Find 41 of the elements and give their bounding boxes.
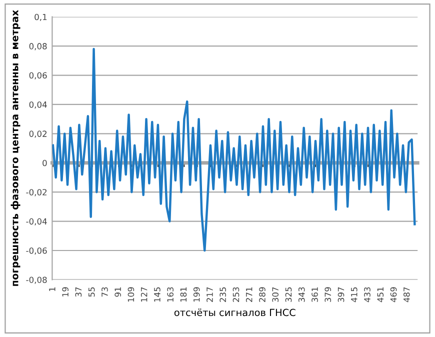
y-tick-label: 0,1: [34, 14, 47, 21]
x-tick-label: 91: [114, 287, 121, 297]
y-tick-label: -0,02: [26, 189, 47, 196]
x-tick-label: 397: [338, 287, 344, 302]
x-tick-label: 253: [232, 287, 240, 302]
x-tick-label: 73: [102, 287, 108, 297]
x-tick-label: 127: [140, 287, 148, 302]
x-tick-label: 37: [75, 287, 82, 297]
y-tick-label: -0,06: [26, 247, 47, 255]
x-tick-label: 1: [49, 287, 56, 292]
x-tick-label: 19: [62, 287, 68, 296]
x-tick-label: 199: [193, 287, 200, 302]
y-tick-label: 0: [42, 160, 47, 166]
y-tick-label: 0,08: [29, 43, 47, 50]
x-tick-label: 271: [246, 287, 252, 302]
x-tick-label: 451: [377, 287, 384, 302]
x-axis-title: отсчёты сигналов ГНСС: [174, 308, 296, 316]
x-tick-label: 415: [351, 287, 358, 302]
x-tick-label: 289: [259, 287, 266, 302]
y-tick-label: 0,06: [29, 72, 47, 80]
y-tick-label: -0,04: [26, 218, 47, 226]
x-tick-label: 181: [180, 287, 187, 302]
x-tick-label: 469: [390, 287, 397, 302]
x-tick-label: 55: [88, 287, 95, 297]
x-tick-label: 109: [128, 287, 134, 302]
x-tick-label: 163: [167, 287, 174, 302]
x-tick-label: 145: [154, 287, 160, 302]
x-tick-label: 361: [312, 287, 318, 302]
y-tick-label: 0,02: [29, 130, 47, 138]
x-tick-label: 217: [206, 287, 213, 302]
x-tick-label: 235: [220, 287, 226, 302]
y-tick-label: 0,04: [29, 101, 47, 109]
x-tick-label: 379: [324, 287, 332, 302]
x-tick-label: 343: [298, 287, 305, 302]
line-series: [52, 48, 416, 252]
y-tick-label: -0,08: [26, 276, 47, 284]
x-tick-label: 325: [285, 287, 292, 302]
y-axis-title: погрешность фазового центра антенны в метрах: [10, 10, 20, 286]
x-tick-label: 487: [404, 287, 410, 302]
x-tick-label: 433: [364, 287, 370, 302]
x-tick-label: 307: [272, 287, 279, 302]
